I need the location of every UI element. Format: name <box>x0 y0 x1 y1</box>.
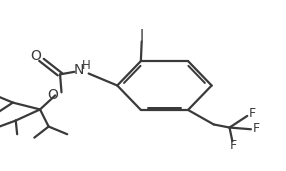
Text: F: F <box>253 122 260 135</box>
Text: F: F <box>230 139 237 152</box>
Text: I: I <box>140 29 144 44</box>
Text: O: O <box>47 88 58 102</box>
Text: F: F <box>249 107 256 120</box>
Text: H: H <box>82 59 90 72</box>
Text: O: O <box>30 49 41 63</box>
Text: N: N <box>74 63 84 77</box>
